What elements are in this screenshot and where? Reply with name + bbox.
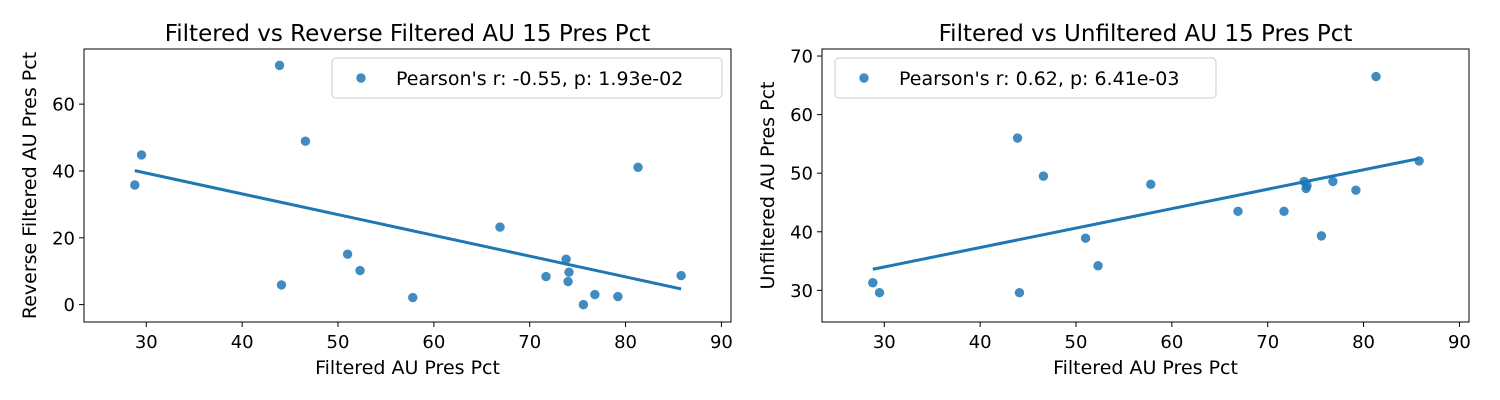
scatter-point bbox=[1328, 176, 1338, 187]
y-tick-label: 30 bbox=[790, 281, 813, 302]
chart-panel-1: Filtered vs Reverse Filtered AU 15 Pres … bbox=[19, 21, 733, 379]
x-tick-label: 60 bbox=[1160, 332, 1183, 353]
x-tick-label: 90 bbox=[1448, 332, 1471, 353]
x-tick-label: 70 bbox=[1256, 332, 1279, 353]
x-tick-label: 80 bbox=[614, 332, 637, 353]
scatter-point bbox=[1080, 233, 1091, 243]
y-tick-label: 40 bbox=[790, 222, 813, 243]
scatter-point bbox=[578, 299, 589, 310]
scatter-point bbox=[1371, 71, 1381, 82]
chart-title: Filtered vs Unfiltered AU 15 Pres Pct bbox=[939, 21, 1353, 47]
scatter-point bbox=[1146, 179, 1156, 190]
regression-line bbox=[872, 157, 1420, 271]
chart-title: Filtered vs Reverse Filtered AU 15 Pres … bbox=[165, 21, 651, 47]
scatter-point bbox=[676, 270, 686, 281]
scatter-point bbox=[274, 60, 285, 71]
regression-line bbox=[134, 169, 682, 291]
legend-marker bbox=[859, 73, 869, 83]
chart-panel-2: Filtered vs Unfiltered AU 15 Pres Pct 30 4… bbox=[757, 21, 1471, 379]
y-axis-label: Unfiltered AU Pres Pct bbox=[757, 82, 779, 290]
x-axis-label: Filtered AU Pres Pct bbox=[315, 357, 500, 379]
scatter-point bbox=[495, 222, 505, 232]
x-tick-label: 50 bbox=[327, 332, 350, 353]
scatter-point bbox=[342, 249, 353, 259]
y-tick-label: 50 bbox=[790, 164, 813, 185]
legend-box bbox=[834, 57, 1217, 99]
x-tick-label: 80 bbox=[1352, 332, 1375, 353]
x-tick-label: 50 bbox=[1065, 332, 1088, 353]
scatter-point bbox=[300, 136, 311, 146]
scatter-point bbox=[1093, 261, 1103, 271]
scatter-point bbox=[564, 267, 574, 277]
x-tick-label: 40 bbox=[969, 332, 992, 353]
scatter-point bbox=[868, 278, 878, 288]
y-tick-label: 60 bbox=[52, 95, 75, 116]
scatter-point bbox=[590, 289, 600, 300]
scatter-point bbox=[1351, 185, 1361, 195]
legend: Pearson's r: -0.55, p: 1.93e-02 bbox=[331, 57, 723, 99]
y-tick-label: 70 bbox=[790, 47, 813, 68]
scatter-point bbox=[1316, 231, 1327, 241]
legend: Pearson's r: 0.62, p: 6.41e-03 bbox=[834, 57, 1217, 99]
legend-label: Pearson's r: -0.55, p: 1.93e-02 bbox=[396, 68, 683, 90]
y-tick-label: 0 bbox=[64, 295, 75, 316]
x-tick-label: 90 bbox=[710, 332, 733, 353]
scatter-point bbox=[355, 265, 365, 276]
x-tick-label: 30 bbox=[873, 332, 896, 353]
x-tick-label: 30 bbox=[135, 332, 158, 353]
scatter-point bbox=[1012, 133, 1023, 143]
y-tick-label: 60 bbox=[790, 105, 813, 126]
scatter-point bbox=[1414, 156, 1424, 166]
scatter-point bbox=[1279, 206, 1289, 216]
scatter-point bbox=[633, 162, 643, 172]
scatter-point bbox=[1233, 206, 1243, 216]
scatter-point bbox=[136, 150, 147, 160]
axes-frame bbox=[821, 48, 1470, 323]
legend-label: Pearson's r: 0.62, p: 6.41e-03 bbox=[899, 68, 1179, 90]
y-tick-label: 40 bbox=[52, 161, 75, 182]
scatter-point bbox=[613, 291, 623, 302]
scatter-point bbox=[1014, 288, 1025, 298]
scatter-point bbox=[276, 280, 287, 290]
scatter-point bbox=[408, 292, 418, 303]
x-tick-label: 70 bbox=[518, 332, 541, 353]
scatter-point bbox=[1038, 171, 1049, 181]
x-tick-label: 60 bbox=[422, 332, 445, 353]
y-axis-label: Reverse Filtered AU Pres Pct bbox=[19, 52, 41, 319]
scatter-point bbox=[563, 276, 573, 287]
x-tick-label: 40 bbox=[231, 332, 254, 353]
legend-box bbox=[331, 57, 723, 99]
scatter-point bbox=[874, 288, 885, 298]
axes-frame bbox=[83, 48, 732, 323]
scatter-point bbox=[561, 254, 571, 264]
scatter-point bbox=[130, 180, 140, 190]
scatter-point bbox=[541, 271, 551, 282]
legend-marker bbox=[356, 73, 366, 83]
x-axis-label: Filtered AU Pres Pct bbox=[1053, 357, 1238, 379]
y-tick-label: 20 bbox=[52, 228, 75, 249]
